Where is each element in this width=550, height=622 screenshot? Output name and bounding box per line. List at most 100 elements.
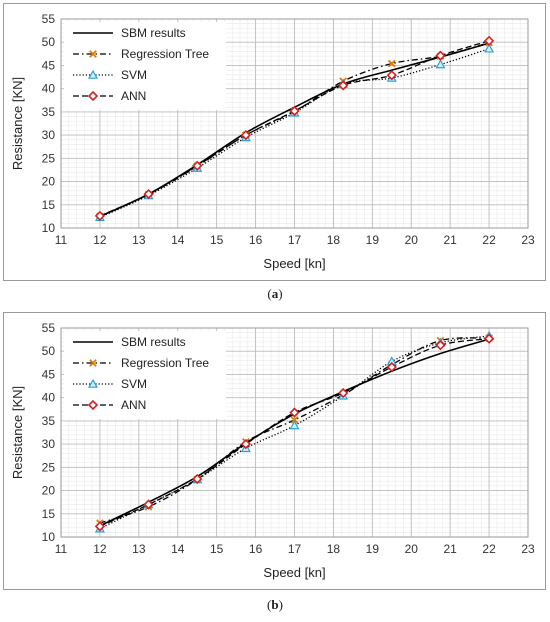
- y-tick-label: 55: [42, 321, 56, 335]
- data-point: [290, 416, 299, 424]
- x-tick-label: 16: [249, 542, 263, 556]
- y-tick-label: 10: [42, 530, 56, 544]
- data-point: [387, 59, 396, 68]
- data-point: [435, 340, 446, 351]
- y-tick-label: 45: [42, 367, 56, 381]
- data-point-stroke2: [387, 59, 396, 68]
- caption-b-label: b: [271, 597, 279, 612]
- y-tick-label: 25: [42, 460, 56, 474]
- legend-entry-label: SBM results: [121, 26, 186, 40]
- legend-entry-label: ANN: [121, 89, 146, 103]
- y-tick-label: 15: [42, 198, 56, 212]
- y-tick-label: 35: [42, 414, 56, 428]
- legend-b: SBM results Regression Tree SVM ANN: [64, 331, 226, 419]
- data-point: [483, 333, 495, 344]
- data-point: [143, 499, 154, 510]
- x-tick-label: 16: [249, 233, 263, 247]
- legend-entry-label: SVM: [121, 68, 147, 82]
- y-tick-label: 15: [42, 507, 56, 521]
- x-tick-label: 13: [132, 233, 146, 247]
- data-point: [338, 80, 349, 91]
- data-point: [483, 35, 495, 46]
- markers-ann: [94, 35, 495, 222]
- y-tick-label: 50: [42, 344, 56, 358]
- legend-entry-label: SVM: [121, 377, 147, 391]
- caption-a-label: a: [271, 286, 279, 301]
- y-axis-label: Resistance [KN]: [10, 77, 25, 170]
- data-point: [386, 70, 397, 81]
- x-tick-label: 18: [327, 233, 341, 247]
- y-tick-label: 40: [42, 82, 56, 96]
- chart-panel-b: 11 12 13 14 15 16 17 18 19 20 21 22 23 10 15 20 25 30 35 40…: [3, 312, 546, 590]
- data-point: [289, 420, 300, 430]
- y-tick-label: 20: [42, 484, 56, 498]
- data-point: [192, 473, 203, 485]
- x-axis-label: Speed [kn]: [263, 565, 325, 580]
- data-point: [484, 43, 495, 53]
- y-tick-label: 30: [42, 128, 56, 142]
- x-tick-label: 21: [443, 542, 457, 556]
- x-tick-label: 23: [521, 233, 535, 247]
- legend-marker: [89, 50, 97, 58]
- data-point: [192, 160, 203, 171]
- x-tick-label: 17: [288, 542, 302, 556]
- legend-entry-label: SBM results: [121, 335, 186, 349]
- caption-b: (b): [267, 597, 283, 612]
- x-tick-label: 19: [366, 233, 380, 247]
- y-tick-label: 50: [42, 35, 56, 49]
- y-tick-label: 40: [42, 391, 56, 405]
- x-tick-label: 19: [366, 542, 380, 556]
- x-tick-label: 20: [405, 233, 419, 247]
- y-tick-label: 55: [42, 12, 56, 26]
- legend-marker: [87, 378, 99, 388]
- x-axis-label: Speed [kn]: [263, 256, 325, 271]
- data-point: [289, 407, 300, 418]
- x-tick-label: 15: [210, 542, 224, 556]
- y-tick-label: 45: [42, 58, 56, 72]
- x-tick-label: 18: [327, 542, 341, 556]
- plot-area-a: [60, 18, 529, 229]
- data-point: [94, 210, 106, 222]
- chart-b: 11 12 13 14 15 16 17 18 19 20 21 22 23 10 15 20 25 30 35 40…: [10, 321, 535, 580]
- x-tick-label: 13: [132, 542, 146, 556]
- x-tick-label: 11: [55, 233, 68, 247]
- data-point: [435, 50, 446, 61]
- x-tick-label: 14: [171, 542, 185, 556]
- data-point: [338, 387, 349, 399]
- y-axis-label: Resistance [KN]: [10, 386, 25, 479]
- x-tick-label: 15: [210, 233, 224, 247]
- caption-a: (a): [267, 286, 283, 301]
- markers-ann: [94, 333, 495, 532]
- data-point: [143, 188, 154, 200]
- x-tick-label: 11: [55, 542, 68, 556]
- legend-entry-label: Regression Tree: [121, 47, 209, 61]
- chart-a: 11 12 13 14 15 16 17 18 19 20 21 22 23 10 15 20 25 30 35 40…: [10, 12, 535, 271]
- x-tick-label: 21: [443, 233, 457, 247]
- data-point: [94, 521, 106, 532]
- chart-panel-a: 11 12 13 14 15 16 17 18 19 20 21 22 23 10 15 20 25 30 35 40…: [3, 3, 546, 281]
- legend-marker: [89, 359, 97, 367]
- legend-marker: [87, 90, 99, 102]
- legend-marker-stroke2: [89, 359, 97, 367]
- x-tick-label: 12: [93, 542, 107, 556]
- y-tick-label: 30: [42, 437, 56, 451]
- data-point: [386, 361, 397, 373]
- x-tick-label: 20: [405, 542, 419, 556]
- legend-entry-label: ANN: [121, 398, 146, 412]
- data-point-stroke2: [290, 416, 299, 424]
- x-tick-label: 22: [482, 233, 496, 247]
- legend-marker: [87, 69, 99, 79]
- y-tick-label: 35: [42, 105, 56, 119]
- data-point: [240, 438, 251, 450]
- x-tick-label: 22: [482, 542, 496, 556]
- legend-marker-stroke2: [89, 50, 97, 58]
- legend-marker: [87, 399, 99, 411]
- data-point: [240, 129, 251, 141]
- data-point: [435, 59, 446, 69]
- series-line-svm: [99, 335, 490, 530]
- legend-entry-label: Regression Tree: [121, 356, 209, 370]
- legend-a: SBM results Regression Tree SVM ANN: [64, 22, 226, 110]
- y-tick-label: 20: [42, 175, 56, 189]
- data-point: [289, 105, 300, 117]
- x-tick-label: 12: [93, 233, 107, 247]
